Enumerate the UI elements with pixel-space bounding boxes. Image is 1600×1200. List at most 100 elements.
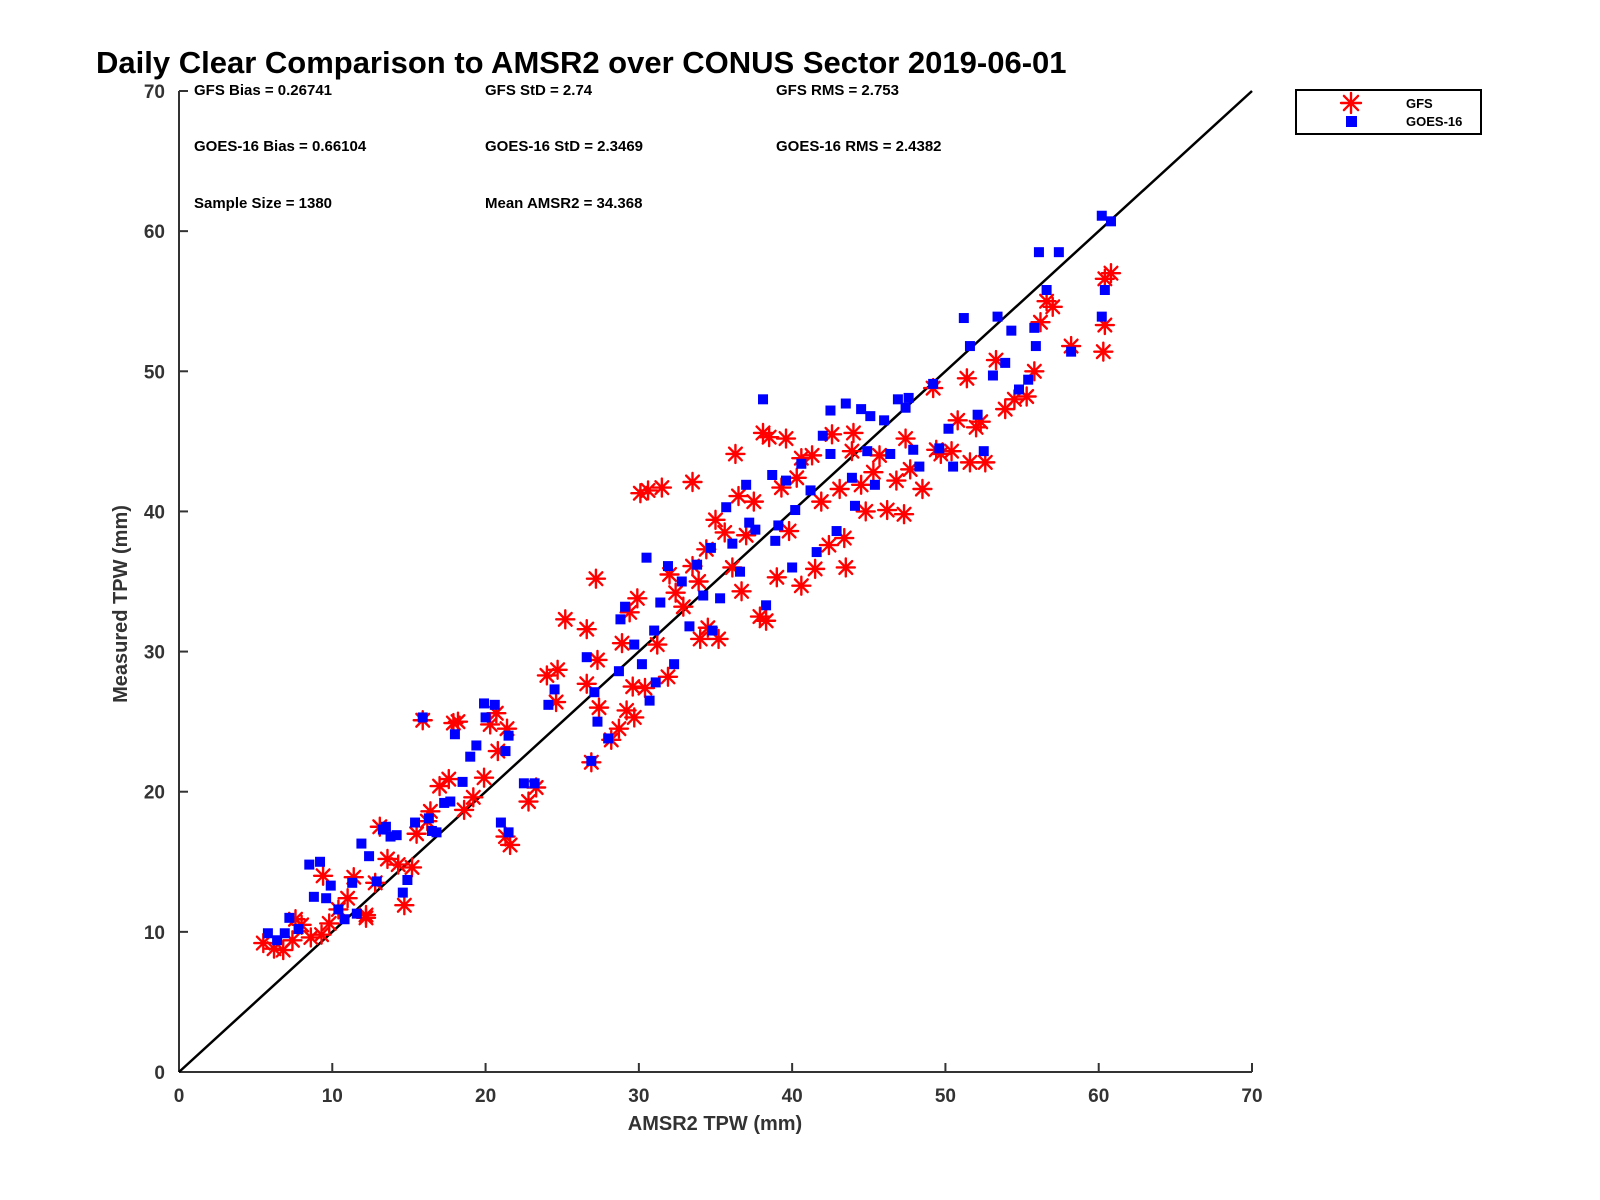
goes16-point [449, 729, 460, 740]
stat-gfs-std: GFS StD = 2.74 [485, 82, 593, 99]
goes16-point [385, 831, 396, 842]
gfs-point [473, 767, 495, 788]
goes16-point [964, 341, 975, 352]
x-tick-label: 10 [322, 1086, 343, 1107]
stat-goes-bias: GOES-16 Bias = 0.66104 [194, 138, 367, 155]
gfs-point [714, 522, 735, 543]
gfs-point [682, 471, 703, 493]
gfs-point [895, 428, 916, 449]
stat-gfs-bias: GFS Bias = 0.26741 [194, 82, 332, 99]
gfs-point [705, 509, 726, 531]
goes16-point [397, 887, 408, 898]
gfs-point [956, 368, 978, 389]
gfs-point [811, 491, 832, 512]
legend-gfs-asterisk-shape [1339, 91, 1363, 115]
gfs-point [959, 452, 981, 473]
goes16-point [1023, 374, 1034, 385]
goes16-point [727, 538, 738, 549]
gfs-point [1100, 262, 1122, 284]
gfs-point [624, 707, 645, 728]
goes16-point [817, 430, 828, 441]
gfs-point [608, 718, 630, 739]
gfs-point [630, 483, 651, 504]
legend-box [1295, 89, 1482, 135]
goes16-point [402, 875, 413, 886]
goes16-point [972, 409, 983, 420]
goes16-point [721, 502, 732, 513]
goes16-point [767, 469, 778, 480]
goes16-point [1105, 216, 1116, 227]
gfs-point [975, 452, 996, 473]
gfs-point [651, 477, 673, 498]
y-tick-label: 0 [154, 1063, 165, 1084]
gfs-point [855, 501, 876, 522]
goes16-point [445, 796, 456, 807]
goes16-point [811, 547, 822, 558]
goes16-point [586, 755, 597, 766]
gfs-point [387, 854, 409, 875]
goes16-point [417, 712, 428, 723]
goes16-point [978, 446, 989, 457]
goes16-point [315, 856, 326, 867]
goes16-point [707, 625, 718, 636]
one-to-one-reference-line [178, 90, 1253, 1073]
gfs-point [689, 628, 711, 650]
gfs-point [912, 478, 933, 500]
plot-frame [178, 91, 1252, 1073]
goes16-point [321, 893, 332, 904]
goes16-point [1030, 341, 1041, 352]
gfs-point [536, 665, 558, 686]
gfs-point [886, 470, 907, 491]
x-tick-label: 30 [628, 1086, 649, 1107]
goes16-point [650, 677, 661, 688]
gfs-point [657, 666, 679, 687]
goes16-point [790, 505, 801, 516]
series-goes16 [262, 210, 1116, 946]
gfs-point [728, 485, 749, 507]
goes16-point [293, 924, 304, 935]
y-tick-label: 40 [144, 502, 165, 523]
gfs-point [547, 659, 568, 680]
gfs-point [312, 865, 334, 886]
goes16-point [744, 517, 755, 528]
goes16-point [471, 740, 482, 751]
legend-gfs-asterisk-icon [1339, 91, 1363, 115]
goes16-point [439, 797, 450, 808]
goes16-point [426, 825, 437, 836]
legend-gfs-label: GFS [1406, 96, 1433, 111]
goes16-point [410, 817, 421, 828]
goes16-point [787, 562, 798, 573]
goes16-point [457, 776, 468, 787]
goes16-point [423, 813, 434, 824]
gfs-point [463, 787, 484, 808]
gfs-point [406, 823, 427, 844]
gfs-point [731, 581, 752, 602]
gfs-point [752, 422, 774, 444]
gfs-point [647, 634, 668, 655]
goes16-point [865, 411, 876, 422]
y-tick-label: 20 [144, 783, 165, 804]
y-tick-label: 70 [144, 82, 165, 103]
goes16-point [380, 821, 391, 832]
stat-gfs-rms: GFS RMS = 2.753 [776, 82, 899, 99]
gfs-point [743, 491, 765, 512]
goes16-point [279, 928, 290, 939]
stat-goes-std: GOES-16 StD = 2.3469 [485, 138, 643, 155]
goes16-point [649, 625, 660, 636]
gfs-point [438, 768, 459, 790]
goes16-point [805, 485, 816, 496]
goes16-point [603, 733, 614, 744]
goes16-point [846, 472, 857, 483]
legend: GFS GOES-16 [1295, 89, 1482, 135]
goes16-point [1033, 247, 1044, 258]
x-tick-label: 40 [782, 1086, 803, 1107]
gfs-point [791, 575, 812, 596]
goes16-point [825, 448, 836, 459]
goes16-point [1000, 357, 1011, 368]
goes16-point [1006, 325, 1017, 336]
goes16-point [943, 423, 954, 434]
goes16-point [987, 370, 998, 381]
goes16-point [339, 914, 350, 925]
gfs-point [311, 924, 332, 945]
gfs-point [1042, 296, 1063, 318]
